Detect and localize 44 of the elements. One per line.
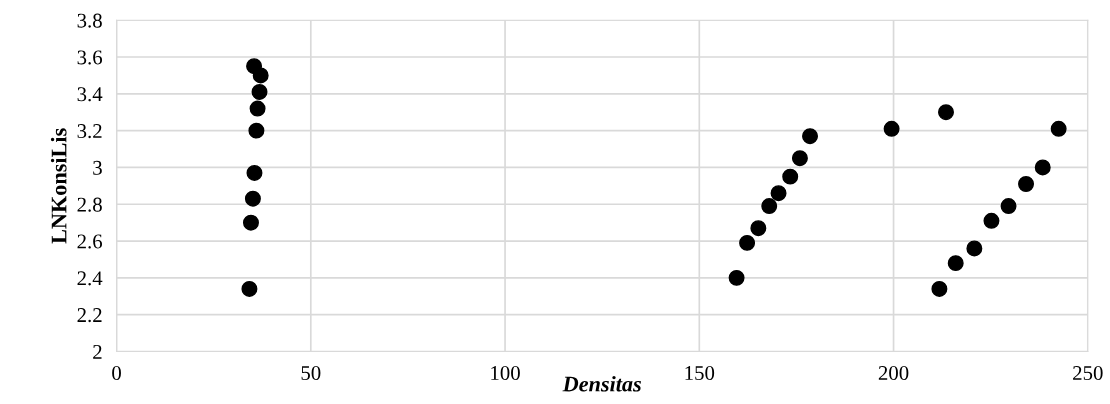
y-tick-label: 2.2 [77, 308, 102, 323]
point [739, 234, 756, 251]
point [1050, 120, 1067, 137]
x-tick-label: 50 [301, 365, 321, 381]
point [947, 255, 964, 272]
point [728, 269, 745, 286]
point [770, 185, 787, 202]
y-tick-label: 2 [93, 344, 102, 359]
point [883, 120, 900, 137]
y-tick-label: 2.6 [77, 234, 103, 249]
point [966, 240, 983, 257]
point [249, 100, 266, 117]
point [1034, 159, 1051, 176]
point [252, 67, 269, 84]
x-tick-label: 0 [112, 365, 121, 381]
point [244, 190, 261, 207]
point [251, 83, 268, 100]
point [246, 164, 263, 181]
x-tick-label: 200 [878, 365, 909, 381]
point [761, 198, 778, 215]
y-tick-label: 3.6 [77, 50, 103, 65]
x-axis-title: Densitas [562, 375, 641, 392]
point [931, 280, 948, 297]
x-tick-label: 250 [1073, 365, 1103, 381]
y-tick-label: 3.4 [77, 87, 103, 102]
point [1000, 198, 1017, 215]
y-tick-label: 2.8 [77, 197, 102, 212]
y-tick-label: 3.8 [77, 13, 102, 28]
point [802, 128, 819, 145]
point [983, 212, 1000, 229]
point [782, 168, 799, 185]
y-tick-label: 2.4 [77, 271, 103, 286]
point [938, 104, 954, 121]
x-tick-label: 100 [491, 365, 520, 381]
point [241, 280, 258, 297]
point [242, 214, 259, 231]
point [791, 150, 808, 167]
y-tick-label: 3.2 [77, 124, 102, 139]
point [1018, 176, 1035, 192]
point [248, 122, 265, 139]
y-axis-title: LNKonsiLis [50, 128, 67, 244]
x-tick-label: 150 [685, 365, 715, 381]
y-tick-label: 3 [93, 160, 102, 175]
point [750, 220, 767, 237]
